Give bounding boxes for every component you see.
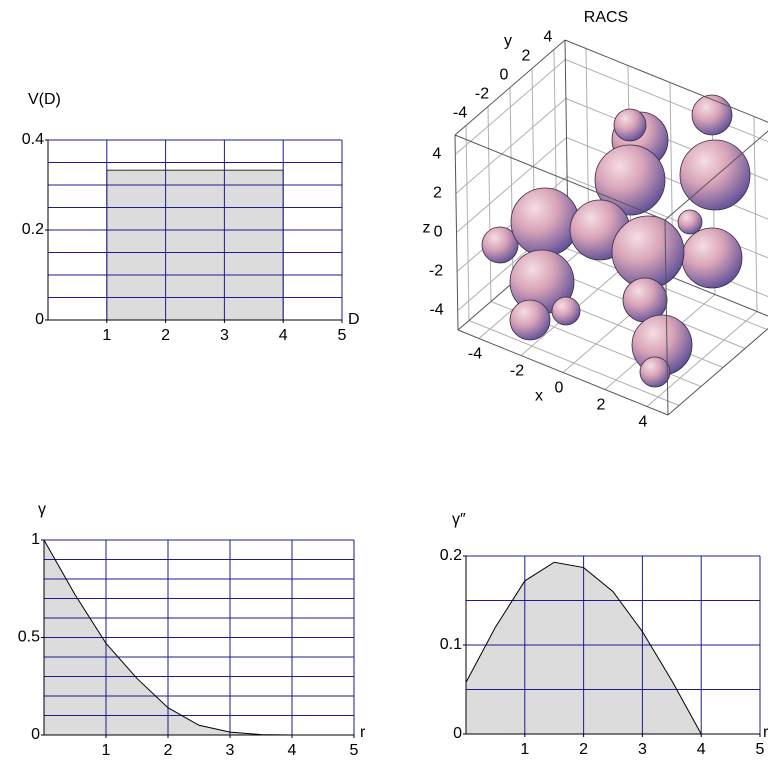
- box-edge: [455, 40, 565, 135]
- chart-title: RACS: [584, 9, 628, 26]
- y-tick-label: 0.1: [440, 636, 462, 653]
- x-tick-label: 1: [102, 327, 111, 344]
- grid-line: [455, 60, 565, 155]
- y-tick-label: 4: [544, 29, 553, 46]
- figure: -4-2024-4-2024-4-2024xyzRACS 00.20.41234…: [0, 0, 768, 760]
- x-tick-label: 3: [638, 741, 647, 758]
- panel: 0 0.1 0.2 1 2 3 4 5 γ″ r: [440, 511, 768, 758]
- spheres: [482, 95, 750, 387]
- y-axis-label: V(D): [28, 91, 61, 108]
- y-tick-label: 0.2: [22, 221, 44, 238]
- y-axis-label: y: [504, 33, 512, 50]
- x-axis-label: x: [535, 388, 543, 405]
- x-tick-label: 1: [520, 741, 529, 758]
- x-tick-label: 2: [597, 397, 606, 414]
- y-tick-label: -2: [475, 86, 489, 103]
- box-edge: [455, 135, 458, 330]
- x-tick-label: 4: [288, 742, 297, 759]
- grid-line: [456, 99, 566, 194]
- x-tick-label: 5: [756, 741, 765, 758]
- x-tick-label: 2: [579, 741, 588, 758]
- x-tick-label: 2: [161, 327, 170, 344]
- x-axis-label: r: [360, 724, 366, 741]
- x-tick-label: 4: [279, 327, 288, 344]
- panel: 0 0.5 1 1 2 3 4 5 γ r: [18, 501, 366, 759]
- x-tick-label: -4: [468, 346, 482, 363]
- z-tick-label: 4: [432, 146, 441, 163]
- y-axis-label: γ″: [452, 511, 466, 528]
- y-tick-label: 0: [35, 311, 44, 328]
- x-tick-label: 3: [226, 742, 235, 759]
- x-axis-label: r: [763, 724, 768, 741]
- y-tick-label: 0.2: [440, 547, 462, 564]
- x-tick-label: 5: [338, 327, 347, 344]
- x-tick-label: 1: [102, 742, 111, 759]
- z-axis-label: z: [423, 220, 431, 237]
- y-tick-label: 2: [522, 48, 531, 65]
- z-tick-label: -4: [429, 302, 443, 319]
- x-tick-label: 5: [350, 742, 359, 759]
- y-tick-label: 0: [453, 725, 462, 742]
- x-tick-label: 0: [555, 380, 564, 397]
- y-tick-label: 0: [31, 726, 40, 743]
- y-tick-label: 0.5: [18, 629, 40, 646]
- y-tick-label: 0: [500, 67, 509, 84]
- x-tick-label: 3: [220, 327, 229, 344]
- y-tick-label: 1: [31, 531, 40, 548]
- x-tick-label: 4: [697, 741, 706, 758]
- x-tick-label: 2: [164, 742, 173, 759]
- panel: 0 0.2 0.4 1 2 3 4 5 V(D) D: [22, 91, 360, 344]
- box-edge: [565, 40, 768, 125]
- z-tick-label: 0: [434, 224, 443, 241]
- z-tick-label: 2: [433, 185, 442, 202]
- x-tick-label: 4: [639, 414, 648, 431]
- x-tick-label: -2: [510, 363, 524, 380]
- y-tick-label: 0.4: [22, 131, 44, 148]
- x-axis-label: D: [348, 311, 360, 328]
- y-tick-label: -4: [453, 105, 467, 122]
- z-tick-label: -2: [429, 263, 443, 280]
- y-axis-label: γ: [38, 501, 46, 518]
